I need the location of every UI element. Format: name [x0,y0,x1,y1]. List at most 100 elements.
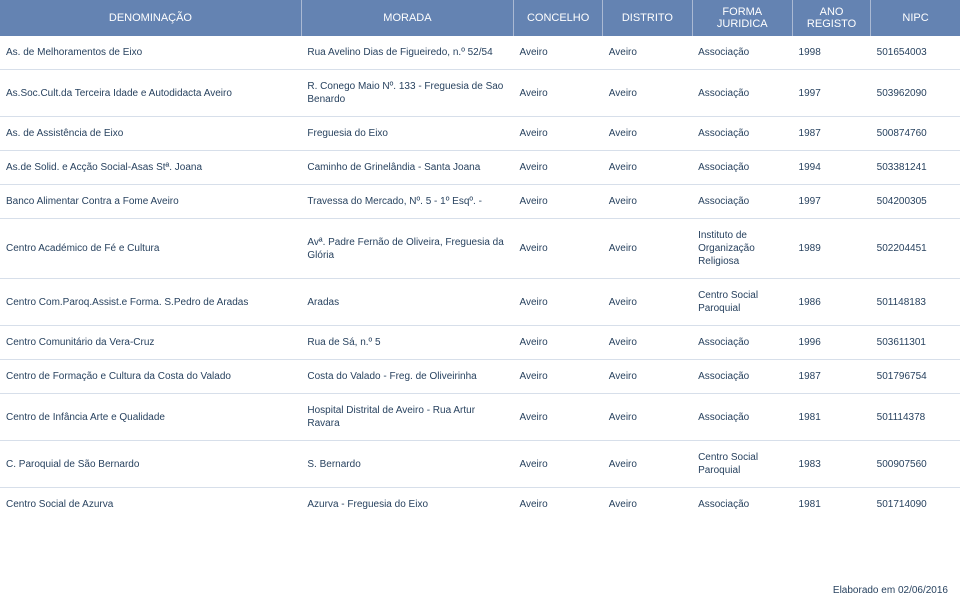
header-concelho: CONCELHO [513,0,602,36]
footer-text: Elaborado em 02/06/2016 [833,585,948,596]
cell-morada: Travessa do Mercado, Nº. 5 - 1º Esqº. - [301,185,513,219]
cell-distrito: Aveiro [603,488,692,522]
cell-nipc: 503381241 [871,151,960,185]
cell-forma: Centro Social Paroquial [692,441,792,488]
cell-concelho: Aveiro [513,326,602,360]
cell-denom: Centro Com.Paroq.Assist.e Forma. S.Pedro… [0,279,301,326]
cell-forma: Associação [692,70,792,117]
cell-nipc: 500907560 [871,441,960,488]
table-row: Banco Alimentar Contra a Fome AveiroTrav… [0,185,960,219]
cell-morada: Rua de Sá, n.º 5 [301,326,513,360]
cell-ano: 1997 [793,185,871,219]
cell-morada: Costa do Valado - Freg. de Oliveirinha [301,360,513,394]
table-row: C. Paroquial de São BernardoS. BernardoA… [0,441,960,488]
cell-nipc: 504200305 [871,185,960,219]
cell-concelho: Aveiro [513,151,602,185]
cell-concelho: Aveiro [513,488,602,522]
table-row: Centro Académico de Fé e CulturaAvª. Pad… [0,219,960,279]
cell-denom: Centro de Infância Arte e Qualidade [0,394,301,441]
cell-morada: Caminho de Grinelândia - Santa Joana [301,151,513,185]
cell-morada: Freguesia do Eixo [301,117,513,151]
cell-nipc: 501796754 [871,360,960,394]
cell-forma: Associação [692,394,792,441]
cell-denom: Centro Académico de Fé e Cultura [0,219,301,279]
cell-concelho: Aveiro [513,117,602,151]
cell-ano: 1997 [793,70,871,117]
cell-nipc: 503962090 [871,70,960,117]
table-row: Centro Comunitário da Vera-CruzRua de Sá… [0,326,960,360]
cell-morada: Avª. Padre Fernão de Oliveira, Freguesia… [301,219,513,279]
cell-nipc: 501148183 [871,279,960,326]
table-header: DENOMINAÇÃO MORADA CONCELHO DISTRITO FOR… [0,0,960,36]
cell-denom: As.de Solid. e Acção Social-Asas Stª. Jo… [0,151,301,185]
cell-denom: As. de Melhoramentos de Eixo [0,36,301,70]
cell-nipc: 501714090 [871,488,960,522]
cell-concelho: Aveiro [513,185,602,219]
cell-concelho: Aveiro [513,279,602,326]
table-row: Centro de Formação e Cultura da Costa do… [0,360,960,394]
table-row: Centro Com.Paroq.Assist.e Forma. S.Pedro… [0,279,960,326]
table-row: As.Soc.Cult.da Terceira Idade e Autodida… [0,70,960,117]
table-row: As. de Melhoramentos de EixoRua Avelino … [0,36,960,70]
table-row: As.de Solid. e Acção Social-Asas Stª. Jo… [0,151,960,185]
cell-denom: Centro Social de Azurva [0,488,301,522]
cell-denom: Centro Comunitário da Vera-Cruz [0,326,301,360]
cell-ano: 1986 [793,279,871,326]
header-ano: ANO REGISTO [793,0,871,36]
cell-ano: 1996 [793,326,871,360]
cell-denom: C. Paroquial de São Bernardo [0,441,301,488]
cell-distrito: Aveiro [603,360,692,394]
cell-concelho: Aveiro [513,394,602,441]
cell-distrito: Aveiro [603,117,692,151]
cell-forma: Associação [692,36,792,70]
table-row: Centro Social de AzurvaAzurva - Freguesi… [0,488,960,522]
cell-ano: 1998 [793,36,871,70]
cell-nipc: 502204451 [871,219,960,279]
cell-denom: As. de Assistência de Eixo [0,117,301,151]
cell-forma: Associação [692,151,792,185]
cell-ano: 1987 [793,360,871,394]
cell-concelho: Aveiro [513,441,602,488]
cell-concelho: Aveiro [513,36,602,70]
header-distrito: DISTRITO [603,0,692,36]
cell-forma: Associação [692,185,792,219]
cell-distrito: Aveiro [603,394,692,441]
cell-distrito: Aveiro [603,326,692,360]
cell-forma: Associação [692,117,792,151]
header-forma: FORMA JURIDICA [692,0,792,36]
table-row: As. de Assistência de EixoFreguesia do E… [0,117,960,151]
table-body: As. de Melhoramentos de EixoRua Avelino … [0,36,960,521]
cell-distrito: Aveiro [603,219,692,279]
cell-concelho: Aveiro [513,70,602,117]
cell-distrito: Aveiro [603,70,692,117]
cell-forma: Instituto de Organização Religiosa [692,219,792,279]
cell-ano: 1983 [793,441,871,488]
header-denominacao: DENOMINAÇÃO [0,0,301,36]
cell-morada: Rua Avelino Dias de Figueiredo, n.º 52/5… [301,36,513,70]
cell-distrito: Aveiro [603,279,692,326]
cell-forma: Associação [692,360,792,394]
header-nipc: NIPC [871,0,960,36]
cell-ano: 1994 [793,151,871,185]
cell-concelho: Aveiro [513,360,602,394]
cell-forma: Centro Social Paroquial [692,279,792,326]
cell-nipc: 500874760 [871,117,960,151]
cell-ano: 1989 [793,219,871,279]
cell-morada: Azurva - Freguesia do Eixo [301,488,513,522]
cell-denom: Centro de Formação e Cultura da Costa do… [0,360,301,394]
cell-morada: R. Conego Maio Nº. 133 - Freguesia de Sa… [301,70,513,117]
table-row: Centro de Infância Arte e QualidadeHospi… [0,394,960,441]
header-morada: MORADA [301,0,513,36]
cell-morada: S. Bernardo [301,441,513,488]
cell-nipc: 501114378 [871,394,960,441]
cell-denom: As.Soc.Cult.da Terceira Idade e Autodida… [0,70,301,117]
cell-morada: Hospital Distrital de Aveiro - Rua Artur… [301,394,513,441]
cell-distrito: Aveiro [603,151,692,185]
cell-nipc: 503611301 [871,326,960,360]
cell-forma: Associação [692,488,792,522]
cell-morada: Aradas [301,279,513,326]
cell-distrito: Aveiro [603,441,692,488]
cell-denom: Banco Alimentar Contra a Fome Aveiro [0,185,301,219]
cell-nipc: 501654003 [871,36,960,70]
data-table: DENOMINAÇÃO MORADA CONCELHO DISTRITO FOR… [0,0,960,521]
